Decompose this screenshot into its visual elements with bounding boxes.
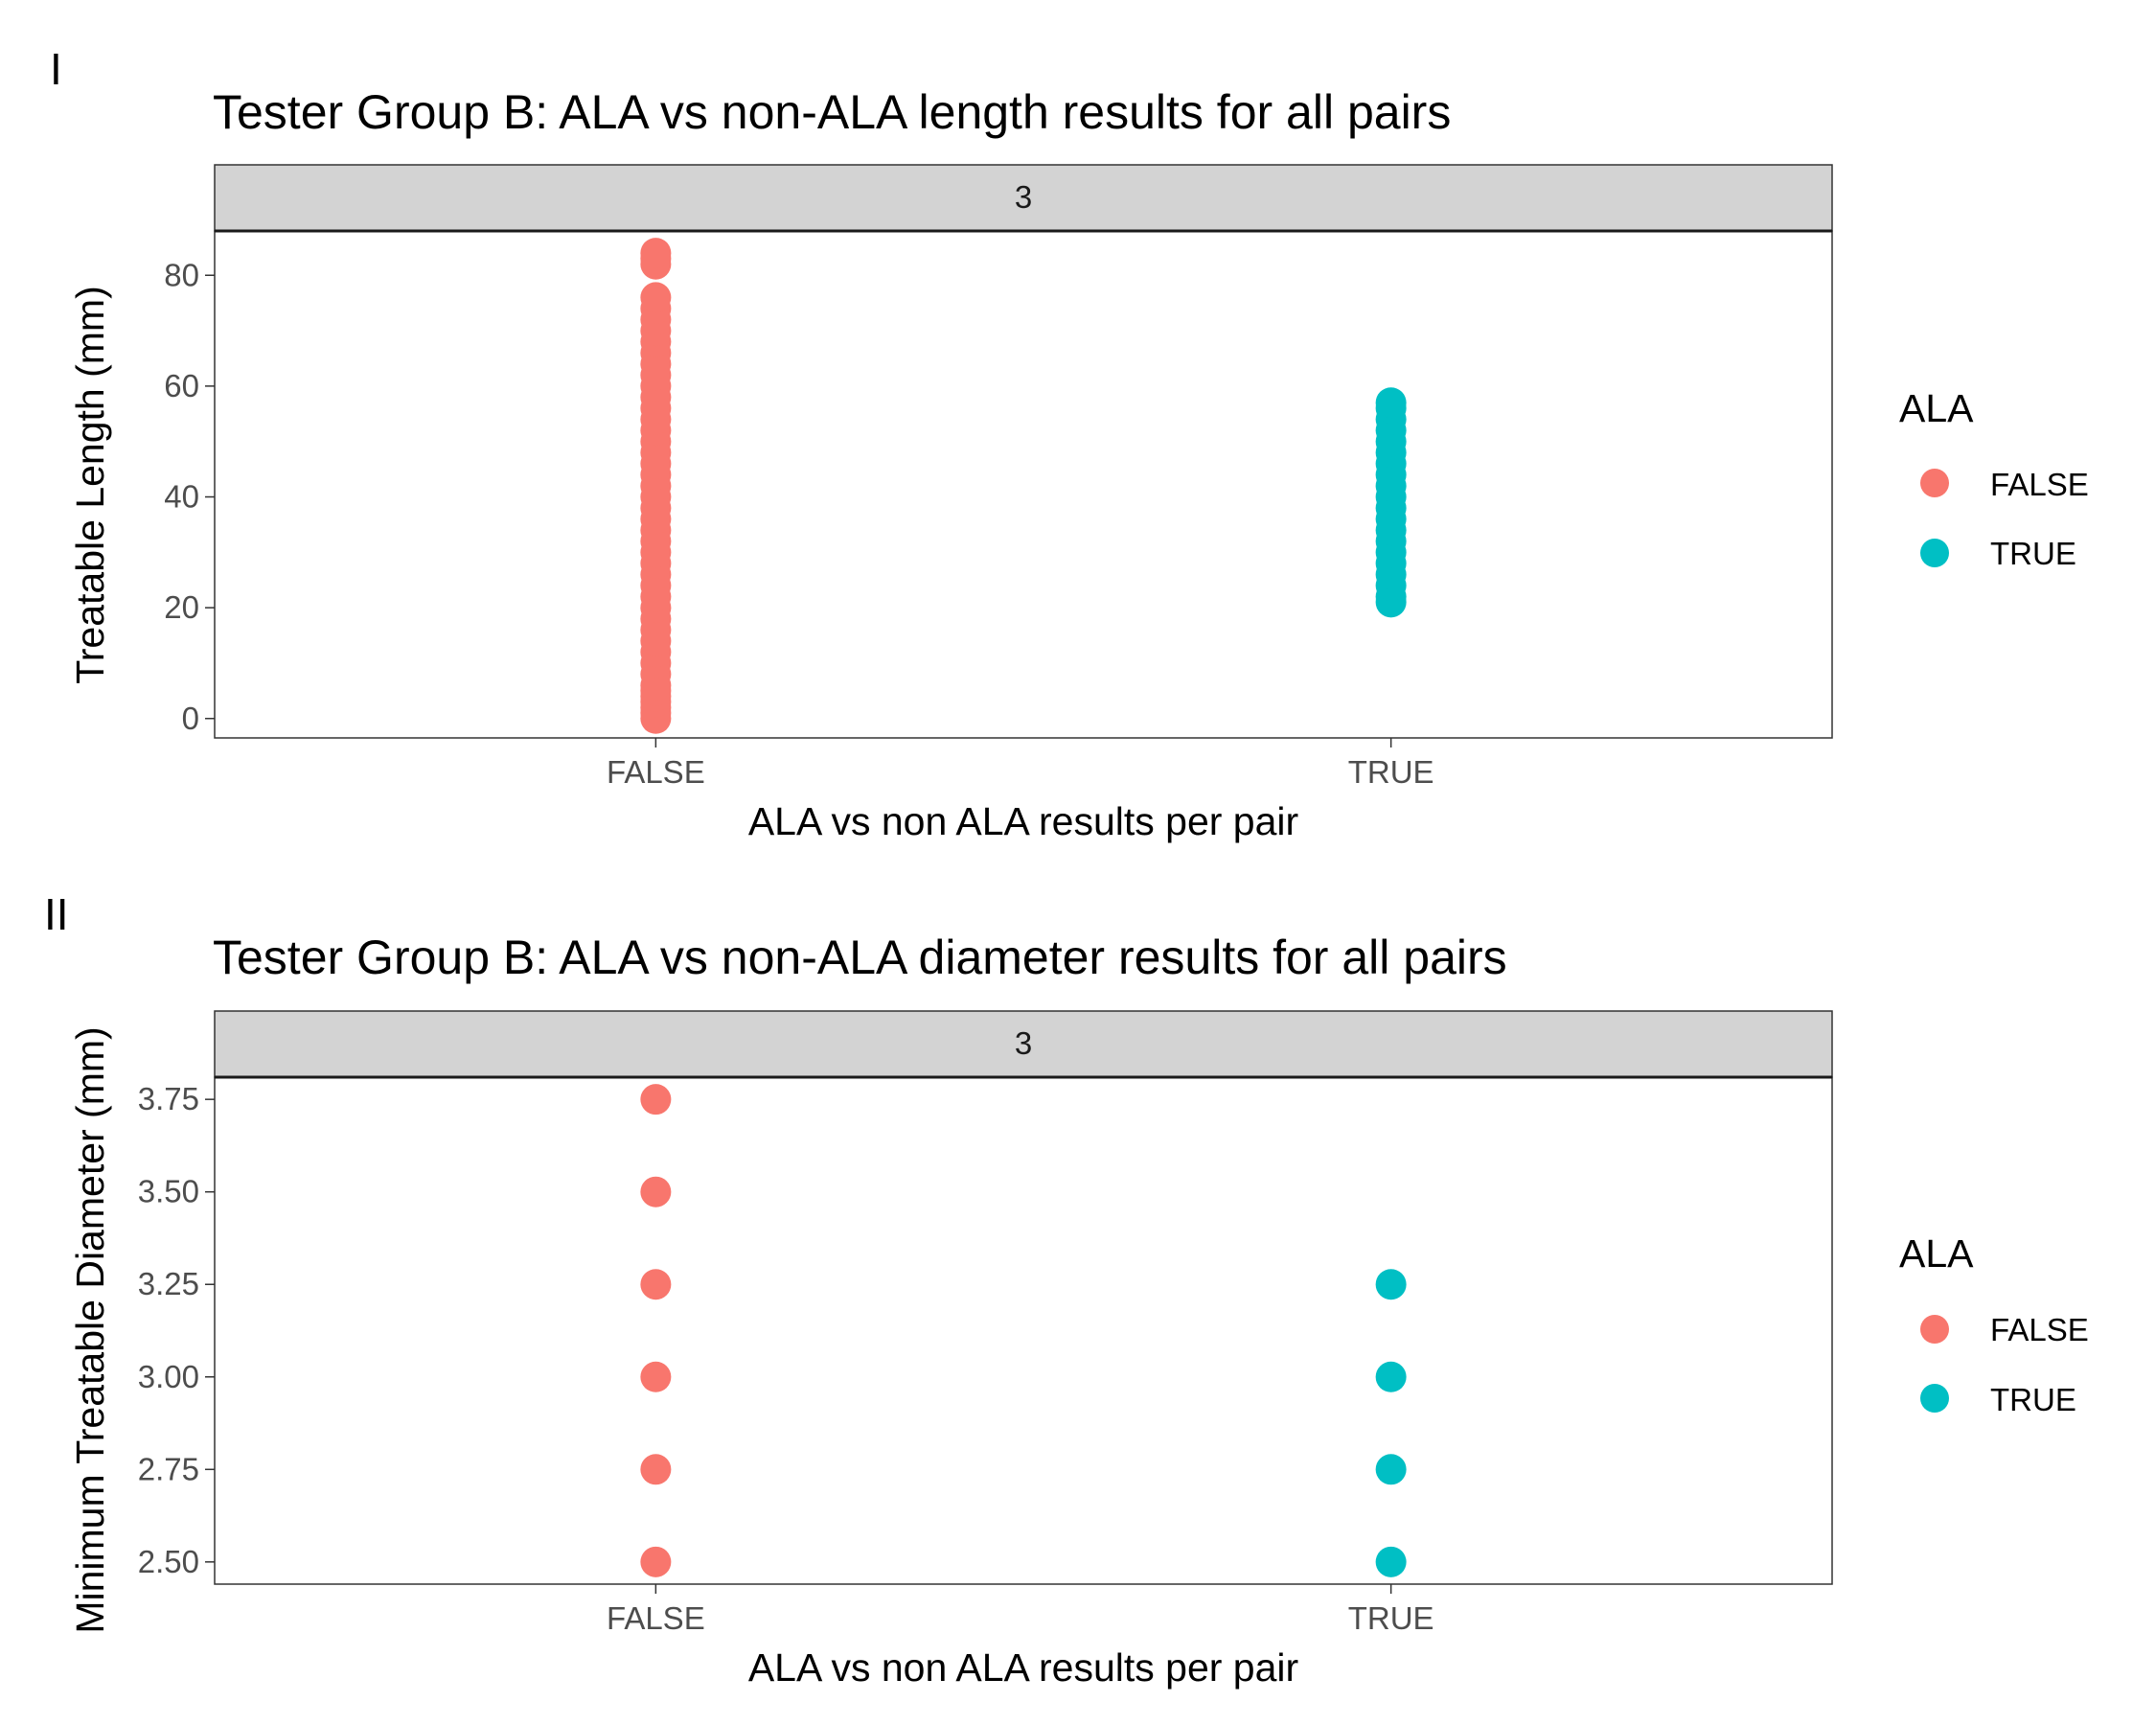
data-point-false [640, 1546, 672, 1577]
data-point-false [640, 1084, 672, 1116]
x-tick-label: TRUE [1348, 754, 1434, 790]
y-tick-label: 60 [164, 368, 199, 403]
y-axis-1: 0 20 40 60 80 [164, 257, 215, 736]
legend-key-false-2 [1920, 1315, 1949, 1344]
y-tick-label: 80 [164, 257, 199, 292]
legend-key-false-1 [1920, 469, 1949, 497]
panel-1: I Tester Group B: ALA vs non-ALA length … [50, 44, 2089, 843]
facet-strip-1 [214, 164, 1833, 232]
y-tick-label: 2.50 [138, 1544, 199, 1579]
panel-tag-2: II [44, 889, 69, 939]
y-tick-label: 40 [164, 479, 199, 515]
y-tick-label: 20 [164, 589, 199, 625]
legend-label-true-1: TRUE [1990, 536, 2076, 571]
facet-label-2: 3 [1015, 1025, 1032, 1061]
x-axis-2: FALSE TRUE [607, 1584, 1434, 1636]
data-point-true [1375, 387, 1407, 419]
data-point-true [1375, 1546, 1407, 1577]
y-tick-label: 3.25 [138, 1266, 199, 1301]
legend-label-true-2: TRUE [1990, 1382, 2076, 1417]
chart-title-2: Tester Group B: ALA vs non-ALA diameter … [213, 931, 1507, 984]
data-point-true [1375, 1361, 1407, 1392]
data-point-true [1375, 1454, 1407, 1485]
panel-tag-1: I [50, 44, 62, 94]
data-point-false [640, 282, 672, 313]
legend-key-true-1 [1920, 539, 1949, 567]
data-point-false [640, 1269, 672, 1300]
y-tick-label: 2.75 [138, 1451, 199, 1486]
facet-label-1: 3 [1015, 179, 1032, 215]
legend-label-false-2: FALSE [1990, 1312, 2089, 1347]
x-tick-label: TRUE [1348, 1600, 1434, 1636]
y-tick-label: 3.00 [138, 1359, 199, 1394]
y-tick-label: 3.50 [138, 1174, 199, 1209]
x-axis-title-2: ALA vs non ALA results per pair [748, 1645, 1298, 1690]
legend-label-false-1: FALSE [1990, 467, 2089, 502]
data-point-false [640, 1454, 672, 1485]
data-point-true [1375, 1269, 1407, 1300]
data-point-false [640, 1176, 672, 1208]
legend-key-true-2 [1920, 1384, 1949, 1413]
legend-title-1: ALA [1899, 386, 1974, 430]
y-axis-2: 2.50 2.75 3.00 3.25 3.50 3.75 [138, 1081, 215, 1579]
x-tick-label: FALSE [607, 1600, 705, 1636]
legend-title-2: ALA [1899, 1231, 1974, 1276]
y-tick-label: 0 [182, 701, 199, 736]
facet-strip-2 [214, 1010, 1833, 1078]
y-axis-title-2: Minimum Treatable Diameter (mm) [68, 1026, 112, 1633]
plot-panel-2 [214, 1076, 1833, 1585]
x-axis-title-1: ALA vs non ALA results per pair [748, 799, 1298, 843]
panel-2: II Tester Group B: ALA vs non-ALA diamet… [44, 889, 2089, 1690]
data-point-false [640, 1361, 672, 1392]
points-1 [640, 238, 1407, 734]
legend-2: ALA FALSE TRUE [1899, 1231, 2089, 1417]
data-point-false [640, 238, 672, 269]
legend-1: ALA FALSE TRUE [1899, 386, 2089, 571]
y-tick-label: 3.75 [138, 1081, 199, 1116]
x-tick-label: FALSE [607, 754, 705, 790]
plot-panel-1 [214, 230, 1833, 739]
y-axis-title-1: Treatable Length (mm) [68, 286, 112, 684]
points-2 [640, 1084, 1407, 1577]
x-axis-1: FALSE TRUE [607, 738, 1434, 790]
chart-title-1: Tester Group B: ALA vs non-ALA length re… [213, 85, 1451, 139]
